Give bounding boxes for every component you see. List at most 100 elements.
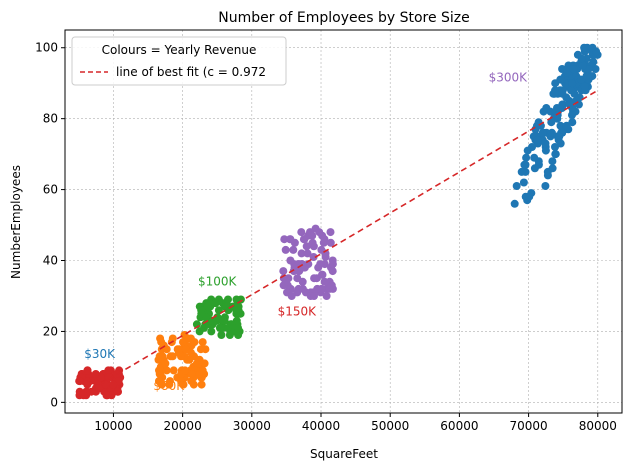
data-point	[181, 366, 189, 375]
y-tick-label: 60	[43, 183, 58, 197]
data-point	[527, 189, 536, 198]
data-point	[578, 61, 587, 70]
data-point	[517, 167, 526, 176]
data-point	[286, 256, 295, 265]
data-point	[317, 284, 326, 293]
data-point	[541, 182, 550, 190]
x-tick-label: 50000	[371, 419, 409, 433]
x-tick-label: 30000	[233, 419, 271, 433]
data-point	[580, 43, 589, 52]
data-point	[281, 245, 290, 254]
data-point	[510, 199, 519, 208]
data-point	[328, 256, 337, 265]
legend-title: Colours = Yearly Revenue	[102, 43, 257, 57]
data-point	[538, 128, 547, 137]
data-point	[297, 249, 306, 258]
data-point	[186, 334, 195, 343]
y-tick-label: 20	[43, 324, 58, 338]
data-point	[282, 277, 291, 286]
data-point	[568, 118, 577, 127]
data-point	[232, 306, 241, 315]
data-point	[316, 260, 325, 269]
data-point	[521, 160, 530, 169]
data-point	[211, 299, 220, 308]
data-point	[219, 316, 228, 325]
data-point	[179, 338, 187, 347]
data-point	[562, 93, 571, 102]
data-point	[286, 235, 295, 244]
data-point	[168, 352, 177, 361]
data-point	[200, 359, 209, 368]
data-point	[547, 128, 556, 137]
y-axis-ticks: 0 20 40 60 80 100	[35, 41, 65, 409]
data-point	[568, 79, 577, 88]
data-point	[198, 338, 207, 347]
data-point	[104, 366, 113, 375]
data-point	[158, 352, 167, 361]
revenue-label: $30K	[84, 347, 116, 361]
data-point	[215, 323, 224, 332]
data-point	[569, 65, 578, 73]
y-tick-label: 100	[35, 41, 58, 55]
data-point	[157, 380, 166, 389]
data-point	[83, 380, 92, 389]
data-point	[519, 178, 528, 187]
revenue-label: $80K	[153, 379, 185, 393]
data-point	[289, 245, 298, 254]
y-tick-label: 80	[43, 112, 58, 126]
data-point	[165, 380, 174, 389]
data-point	[95, 384, 104, 393]
data-point	[584, 65, 593, 73]
x-tick-label: 70000	[509, 419, 547, 433]
data-point	[102, 391, 111, 400]
data-point	[174, 348, 183, 357]
legend-box	[71, 36, 287, 86]
y-tick-label: 0	[50, 395, 58, 409]
data-point	[109, 380, 118, 389]
data-point	[318, 270, 327, 279]
data-point	[327, 281, 336, 290]
data-point	[227, 320, 236, 329]
data-point	[75, 377, 84, 386]
data-point	[308, 231, 317, 240]
data-point	[302, 242, 311, 251]
data-point	[310, 274, 319, 283]
y-axis-label: NumberEmployees	[9, 165, 23, 279]
x-axis-ticks: 10000 20000 30000 40000 50000 60000 70000 80000	[94, 413, 617, 433]
best-fit-line	[99, 89, 599, 386]
revenue-labels: $30K $80K $100K $150K $300K	[84, 70, 528, 393]
data-point	[567, 86, 576, 95]
data-point	[299, 235, 308, 244]
data-point	[280, 235, 289, 244]
data-point	[83, 366, 92, 375]
data-point	[113, 387, 122, 396]
data-point	[310, 292, 318, 300]
data-point	[557, 75, 566, 84]
data-point	[168, 334, 177, 343]
legend-entry-label: line of best fit (c = 0.972	[116, 65, 266, 79]
data-point	[568, 111, 576, 120]
data-point	[326, 228, 335, 237]
data-point	[551, 79, 560, 88]
data-point	[287, 292, 296, 300]
chart-title: Number of Employees by Store Size	[218, 10, 470, 26]
data-point	[322, 292, 331, 300]
data-point	[550, 89, 559, 98]
x-tick-label: 10000	[94, 419, 132, 433]
data-point	[321, 253, 330, 261]
data-point	[580, 82, 589, 91]
data-point	[198, 366, 207, 375]
data-point	[542, 104, 551, 112]
revenue-label: $150K	[278, 304, 318, 318]
data-point	[577, 54, 586, 63]
data-point	[169, 366, 178, 375]
data-point	[91, 370, 100, 378]
data-point	[320, 235, 329, 244]
data-point	[197, 380, 206, 389]
grid-lines	[65, 30, 622, 413]
data-point	[207, 327, 216, 336]
data-point	[298, 284, 307, 293]
data-point	[161, 359, 170, 368]
x-axis-label: SquareFeet	[310, 447, 378, 461]
data-point	[588, 43, 597, 52]
